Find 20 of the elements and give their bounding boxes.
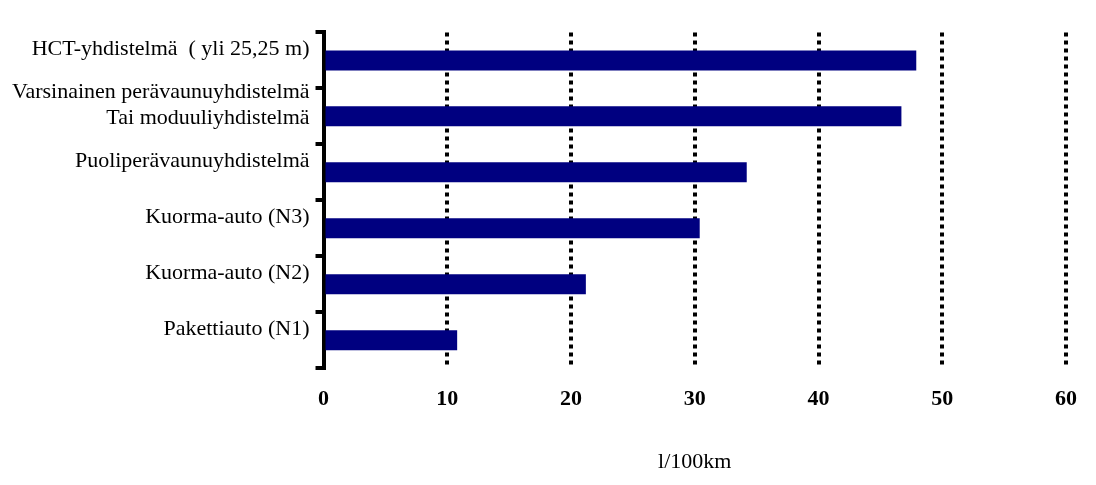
x-tick-label: 10 [436,385,459,411]
x-tick-label: 60 [1055,385,1077,411]
x-tick-label: 30 [683,385,706,411]
x-axis-title: l/100km [658,447,732,473]
x-tick-label: 40 [807,385,830,411]
bar [325,106,902,127]
bar [325,50,917,71]
y-tick-label: Kuorma-auto (N2) [145,259,310,285]
x-tick-label: 20 [560,385,583,411]
x-tick-label: 0 [318,385,330,411]
y-tick-label: Pakettiauto (N1) [163,315,310,340]
bar [325,218,700,239]
x-tick-label: 50 [931,385,954,411]
y-tick-label: HCT-yhdistelmä ( yli 25,25 m) [31,35,310,61]
bar [325,274,586,295]
y-tick-label: Puoliperävaunuyhdistelmä [74,147,310,173]
bar [325,162,747,183]
y-tick-label: Varsinainen perävaunuyhdistelmä Tai moduuliyhdistelmä [12,77,310,130]
y-tick-label: Kuorma-auto (N3) [145,203,310,229]
bar [325,330,458,351]
